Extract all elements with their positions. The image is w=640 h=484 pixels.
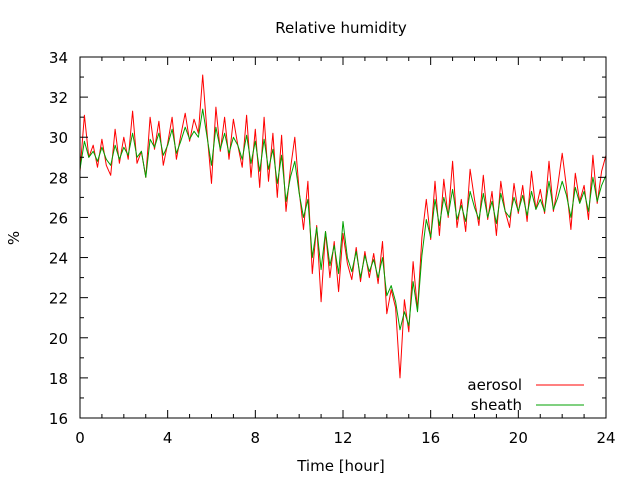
x-tick-label: 20: [509, 429, 528, 447]
x-tick-label: 4: [163, 429, 173, 447]
y-tick-label: 24: [49, 250, 68, 268]
series-line-sheath: [79, 108, 607, 331]
legend-label-aerosol: aerosol: [467, 376, 522, 394]
chart-title: Relative humidity: [275, 19, 407, 37]
x-tick-label: 16: [421, 429, 440, 447]
y-tick-label: 32: [49, 89, 68, 107]
y-tick-label: 18: [49, 370, 68, 388]
y-tick-label: 16: [49, 410, 68, 428]
y-tick-label: 28: [49, 169, 68, 187]
series-group: [79, 74, 607, 379]
x-tick-label: 12: [333, 429, 352, 447]
legend: aerosol sheath: [467, 376, 584, 414]
x-tick-label: 0: [75, 429, 85, 447]
y-tick-label: 22: [49, 290, 68, 308]
y-axis-label: %: [5, 231, 23, 245]
legend-label-sheath: sheath: [471, 396, 522, 414]
y-tick-label: 34: [49, 49, 68, 67]
y-tick-label: 26: [49, 209, 68, 227]
series-line-aerosol: [79, 74, 607, 379]
x-tick-label: 8: [251, 429, 261, 447]
y-tick-label: 20: [49, 330, 68, 348]
tick-marks-group: [79, 56, 607, 419]
y-tick-label: 30: [49, 129, 68, 147]
x-tick-label: 24: [596, 429, 615, 447]
x-axis-label: Time [hour]: [296, 457, 385, 475]
tick-labels-group: 16 18 20 22 24 26 28 30 32 34 0 4 8 12 16 20 24: [49, 49, 616, 447]
